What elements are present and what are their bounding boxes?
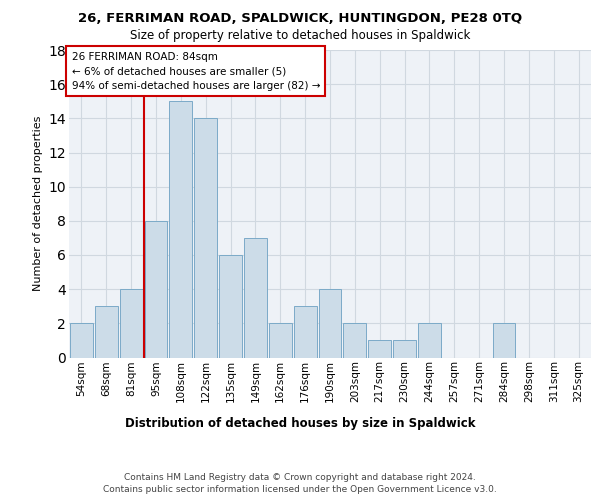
Bar [319,289,341,358]
Bar [343,324,366,358]
Bar [95,306,118,358]
Bar [269,324,292,358]
Text: 26, FERRIMAN ROAD, SPALDWICK, HUNTINGDON, PE28 0TQ: 26, FERRIMAN ROAD, SPALDWICK, HUNTINGDON… [78,12,522,26]
Bar [194,118,217,358]
Y-axis label: Number of detached properties: Number of detached properties [33,116,43,292]
Bar [244,238,267,358]
Bar [294,306,317,358]
Text: 26 FERRIMAN ROAD: 84sqm
← 6% of detached houses are smaller (5)
94% of semi-deta: 26 FERRIMAN ROAD: 84sqm ← 6% of detached… [71,52,320,91]
Text: Distribution of detached houses by size in Spaldwick: Distribution of detached houses by size … [125,418,475,430]
Bar [493,324,515,358]
Bar [70,324,93,358]
Bar [368,340,391,357]
Text: Contains HM Land Registry data © Crown copyright and database right 2024.
Contai: Contains HM Land Registry data © Crown c… [103,472,497,494]
Bar [120,289,143,358]
Bar [219,255,242,358]
Bar [169,102,192,358]
Text: Size of property relative to detached houses in Spaldwick: Size of property relative to detached ho… [130,29,470,42]
Bar [393,340,416,357]
Bar [418,324,441,358]
Bar [145,221,167,358]
